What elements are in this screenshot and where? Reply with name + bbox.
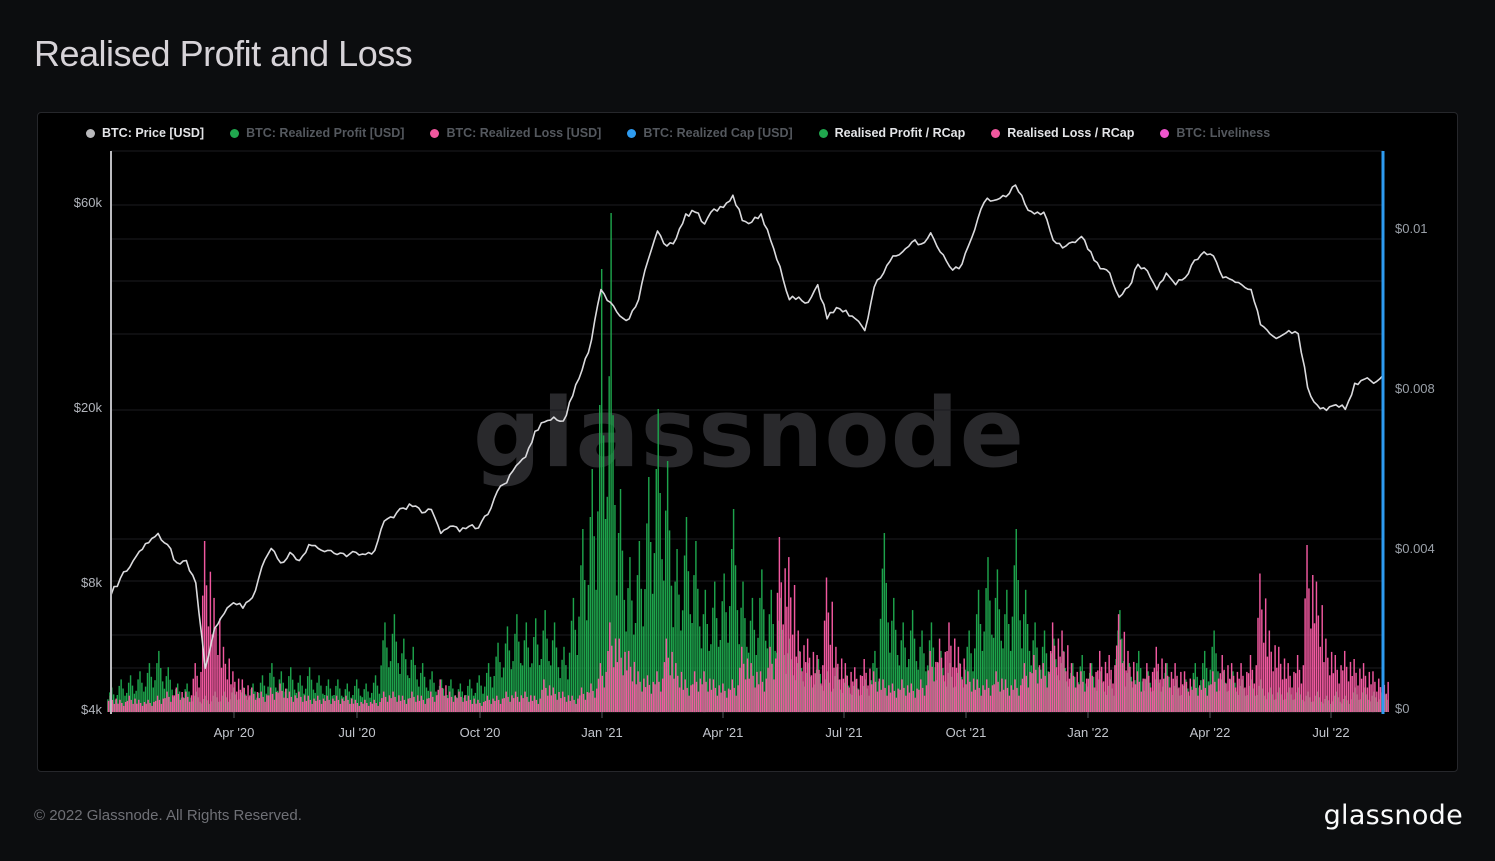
legend-label: Realised Profit / RCap (834, 126, 966, 140)
btc-price-line (110, 184, 1384, 670)
left-tick-label: $8k (81, 575, 102, 590)
right-axis-labels: $0.01 $0.008 $0.004 $0 (1395, 221, 1435, 716)
realised-loss-bars (107, 537, 1389, 713)
right-tick-label: $0.008 (1395, 381, 1435, 396)
x-tick-label: Apr '21 (703, 725, 744, 740)
x-tick-label: Jan '21 (581, 725, 623, 740)
left-tick-label: $60k (74, 195, 103, 210)
chart-legend: BTC: Price [USD] BTC: Realized Profit [US… (86, 126, 1270, 140)
legend-dot-icon (430, 128, 440, 138)
legend-item-0[interactable]: BTC: Price [USD] (86, 126, 204, 140)
x-tick-label: Jul '22 (1312, 725, 1349, 740)
realised-profit-bars (107, 213, 1389, 713)
right-tick-label: $0.01 (1395, 221, 1428, 236)
legend-item-4[interactable]: Realised Profit / RCap (818, 126, 966, 140)
chart-panel: BTC: Price [USD] BTC: Realized Profit [US… (37, 112, 1458, 772)
legend-label: BTC: Realized Loss [USD] (446, 126, 602, 140)
x-tick-label: Oct '21 (946, 725, 987, 740)
legend-dot-icon (86, 128, 95, 138)
x-tick-label: Oct '20 (460, 725, 501, 740)
right-tick-label: $0 (1395, 701, 1409, 716)
legend-label: Realised Loss / RCap (1007, 126, 1135, 140)
legend-dot-icon (627, 128, 637, 138)
legend-dot-icon (230, 128, 240, 138)
legend-label: BTC: Liveliness (1176, 126, 1271, 140)
legend-item-5[interactable]: Realised Loss / RCap (991, 126, 1134, 140)
legend-dot-icon (1160, 128, 1170, 138)
x-tick-label: Jul '20 (338, 725, 375, 740)
x-axis: Apr '20 Jul '20 Oct '20 Jan '21 Apr '21 Jul '… (214, 712, 1350, 740)
x-tick-label: Apr '22 (1190, 725, 1231, 740)
right-tick-label: $0.004 (1395, 541, 1435, 556)
legend-dot-icon (818, 128, 828, 138)
chart-plot[interactable]: glassnode Apr '20 Jul '20 Oct '20 Jan '21 Ap… (38, 113, 1459, 773)
legend-item-1[interactable]: BTC: Realized Profit [USD] (230, 126, 404, 140)
left-axis-labels: $60k $20k $8k $4k (74, 195, 103, 717)
glassnode-watermark: glassnode (472, 379, 1026, 489)
legend-label: BTC: Price [USD] (102, 126, 205, 140)
legend-item-3[interactable]: BTC: Realized Cap [USD] (627, 126, 793, 140)
glassnode-logo: glassnode (1323, 800, 1463, 831)
x-tick-label: Apr '20 (214, 725, 255, 740)
gridlines (111, 150, 1383, 713)
page-title: Realised Profit and Loss (34, 33, 413, 74)
x-tick-label: Jul '21 (825, 725, 862, 740)
legend-dot-icon (991, 128, 1001, 138)
legend-item-6[interactable]: BTC: Liveliness (1160, 126, 1270, 140)
legend-label: BTC: Realized Cap [USD] (643, 126, 793, 140)
legend-item-2[interactable]: BTC: Realized Loss [USD] (430, 126, 601, 140)
chart-canvas[interactable]: Apr '20 Jul '20 Oct '20 Jan '21 Apr '21 Jul '… (38, 113, 1459, 773)
left-tick-label: $20k (74, 400, 103, 415)
copyright-text: © 2022 Glassnode. All Rights Reserved. (34, 807, 302, 824)
left-tick-label: $4k (81, 702, 102, 717)
legend-label: BTC: Realized Profit [USD] (246, 126, 405, 140)
x-tick-label: Jan '22 (1067, 725, 1109, 740)
